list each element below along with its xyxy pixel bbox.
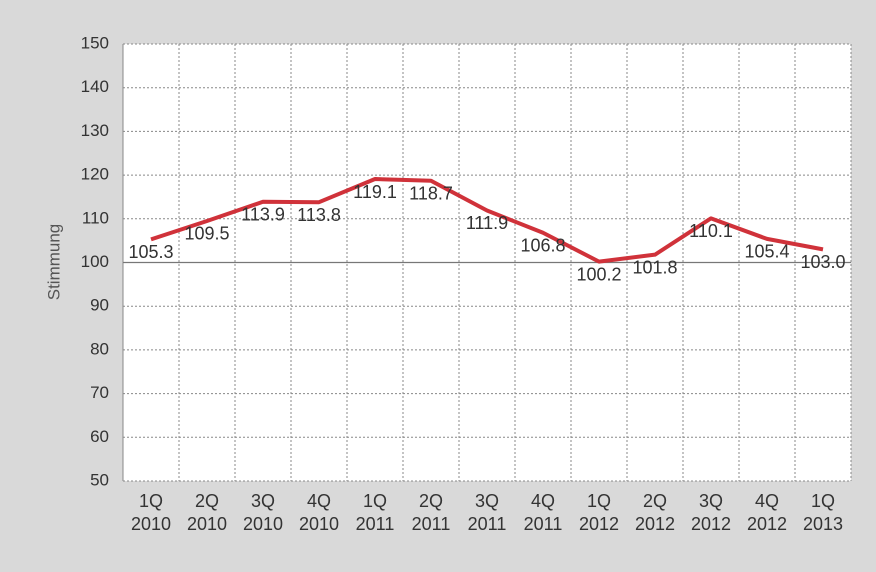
y-tick-label: 140: [81, 77, 109, 96]
data-label: 118.7: [409, 184, 453, 204]
data-label: 105.4: [744, 242, 789, 262]
y-tick-label: 70: [90, 383, 109, 402]
y-tick-label: 100: [81, 252, 109, 271]
x-tick-label: 2Q 2012: [634, 491, 676, 534]
x-tick-label: 2Q 2011: [411, 491, 451, 534]
data-label: 100.2: [576, 264, 621, 284]
x-tick-label: 2Q 2010: [186, 491, 228, 534]
y-tick-label: 90: [90, 296, 109, 315]
x-tick-label: 1Q 2010: [130, 491, 172, 534]
data-label: 119.1: [353, 182, 397, 202]
y-tick-label: 120: [81, 165, 109, 184]
data-label: 103.0: [800, 252, 845, 272]
data-label: 109.5: [184, 224, 229, 244]
x-tick-label: 4Q 2012: [746, 491, 788, 534]
data-label: 113.8: [297, 205, 341, 225]
x-tick-label: 1Q 2011: [355, 491, 395, 534]
data-label: 106.8: [520, 236, 565, 256]
data-label: 111.9: [466, 213, 508, 233]
y-axis-title: Stimmung: [44, 224, 63, 301]
x-tick-label: 1Q 2012: [578, 491, 620, 534]
x-tick-label: 3Q 2011: [467, 491, 507, 534]
y-tick-label: 150: [81, 33, 109, 52]
line: [150, 177, 824, 264]
y-tick-label: 60: [90, 427, 109, 446]
x-tick-label: 3Q 2010: [242, 491, 284, 534]
x-tick-label: 1Q 2013: [802, 491, 844, 534]
y-tick-label: 50: [90, 470, 109, 489]
data-label: 113.9: [241, 205, 285, 225]
y-tick-label: 110: [82, 208, 109, 227]
data-label: 110.1: [689, 221, 733, 241]
y-tick-label: 130: [81, 121, 109, 140]
x-tick-label: 4Q 2010: [298, 491, 340, 534]
y-tick-label: 80: [90, 339, 109, 358]
data-label: 105.3: [128, 242, 173, 262]
data-label: 101.8: [632, 257, 677, 277]
x-tick-label: 4Q 2011: [523, 491, 563, 534]
x-tick-label: 3Q 2012: [690, 491, 732, 534]
